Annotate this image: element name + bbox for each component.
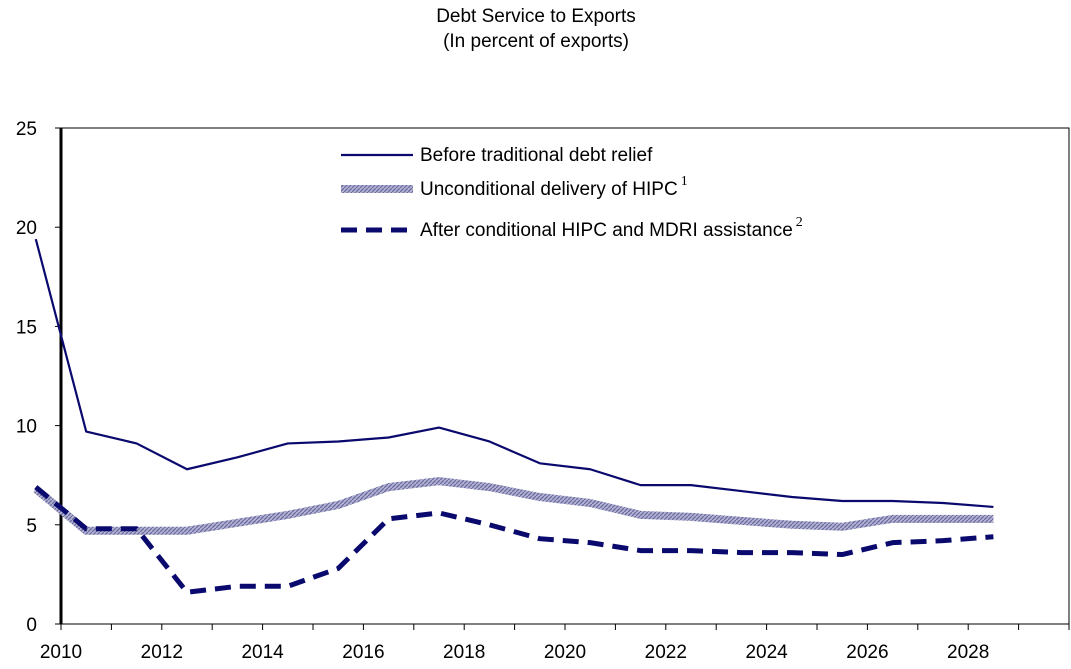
- plot-border: [60, 127, 1070, 625]
- series-lines: [33, 238, 994, 595]
- legend-label-3: After conditional HIPC and MDRI assistan…: [420, 220, 793, 241]
- x-tick-label: 2026: [846, 642, 888, 663]
- y-tick-label: 15: [16, 317, 37, 338]
- x-tick-label: 2020: [544, 642, 586, 663]
- x-tick-label: 2028: [947, 642, 989, 663]
- x-tick-label: 2018: [443, 642, 485, 663]
- series-line-1: [34, 238, 994, 509]
- legend: Before traditional debt relief Unconditio…: [341, 145, 803, 241]
- y-tick-label: 10: [16, 417, 37, 438]
- legend-footnote-2: 1: [681, 174, 688, 189]
- chart-subtitle: (In percent of exports): [443, 31, 629, 52]
- legend-label-1: Before traditional debt relief: [420, 145, 653, 166]
- x-axis: 2010 2012 2014 2016 2018 2020 2022 2024 2026 2028: [40, 624, 1070, 663]
- y-tick-label: 25: [16, 119, 37, 140]
- legend-footnote-3: 2: [796, 215, 803, 230]
- y-tick-label: 0: [26, 615, 37, 636]
- y-tick-label: 5: [26, 516, 37, 537]
- x-tick-label: 2016: [342, 642, 384, 663]
- x-tick-label: 2012: [141, 642, 183, 663]
- chart-title: Debt Service to Exports: [436, 6, 636, 27]
- x-tick-label: 2024: [745, 642, 788, 663]
- x-tick-label: 2010: [40, 642, 82, 663]
- legend-label-2: Unconditional delivery of HIPC: [420, 179, 678, 200]
- x-tick-label: 2022: [645, 642, 687, 663]
- x-tick-label: 2014: [241, 642, 284, 663]
- plot-area: [59, 127, 1070, 625]
- series-line-3: [34, 485, 994, 595]
- series-line-2: [33, 477, 994, 535]
- y-axis: 0 5 10 15 20 25: [16, 119, 61, 636]
- y-tick-label: 20: [16, 218, 37, 239]
